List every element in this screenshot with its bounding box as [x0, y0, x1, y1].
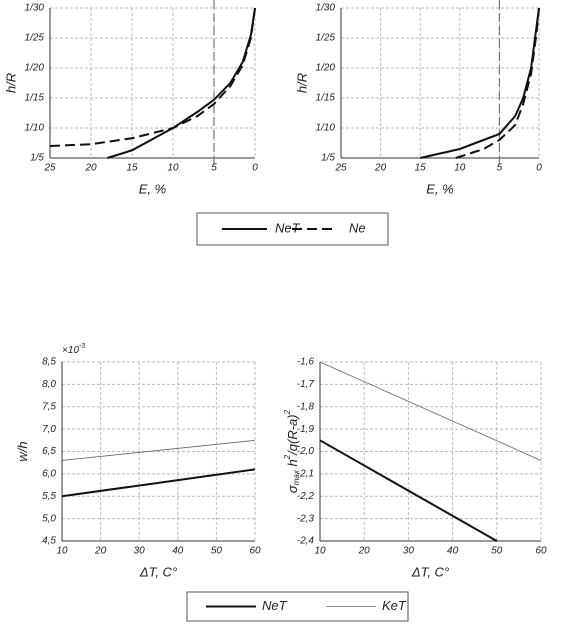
y-tick-label: 1/30 [316, 3, 336, 14]
x-tick-label: 0 [252, 163, 258, 174]
x-tick-label: 10 [56, 546, 68, 557]
y-tick-label: 1/20 [316, 63, 336, 74]
x-tick-label: 25 [43, 163, 56, 174]
y-axis-title: h/R [3, 73, 18, 93]
x-axis-title: ΔT, C° [139, 564, 177, 579]
x-axis-title: E, % [139, 181, 166, 196]
x-tick-label: 30 [403, 546, 415, 557]
x-tick-label: 60 [249, 546, 261, 557]
y-tick-label: 6,5 [42, 446, 56, 457]
y-tick-label: 8,0 [42, 379, 56, 390]
multiplier-exp: -3 [79, 343, 85, 350]
y-tick-label: -2,0 [297, 446, 315, 457]
y-tick-label: -1,7 [297, 379, 315, 390]
x-tick-label: 40 [447, 546, 459, 557]
y-axis-title-part: w/h [15, 441, 30, 461]
x-tick-label: 25 [334, 163, 347, 174]
y-tick-label: -1,6 [297, 357, 315, 368]
y-axis-title-part: /q(R-a) [285, 414, 300, 455]
series-line [419, 7, 540, 159]
y-tick-label: -1,8 [297, 401, 315, 412]
y-axis-title-part: h [285, 459, 300, 470]
series-line [319, 439, 498, 542]
y-axis-title-part: σ [285, 484, 300, 493]
x-tick-label: 60 [535, 546, 547, 557]
y-tick-label: 1/25 [316, 33, 336, 44]
series-line [319, 361, 542, 461]
y-tick-label: 8,5 [42, 357, 56, 368]
y-tick-label: 1/5 [30, 153, 44, 164]
y-tick-label: 1/25 [25, 33, 45, 44]
x-tick-label: 10 [454, 163, 466, 174]
y-tick-label: 1/10 [25, 123, 45, 134]
multiplier-base: ×10 [62, 345, 79, 356]
x-tick-label: 20 [374, 163, 387, 174]
x-tick-label: 0 [536, 163, 542, 174]
x-tick-label: 20 [358, 546, 371, 557]
legend-label: Ne [349, 220, 366, 235]
y-tick-label: 5,5 [42, 491, 56, 502]
y-axis-title: w/h [15, 441, 30, 461]
x-tick-label: 50 [211, 546, 223, 557]
x-tick-label: 5 [497, 163, 503, 174]
y-axis-title-part: 2 [283, 454, 292, 460]
y-tick-label: 7,0 [42, 424, 56, 435]
x-tick-label: 15 [126, 163, 138, 174]
y-tick-label: -1,9 [297, 424, 315, 435]
x-tick-label: 10 [314, 546, 326, 557]
x-tick-label: 40 [172, 546, 184, 557]
y-tick-label: -2,4 [297, 536, 315, 547]
legend-label: NeT [262, 598, 288, 613]
axis-multiplier: ×10-3 [62, 343, 85, 356]
x-tick-label: 5 [211, 163, 217, 174]
y-tick-label: 1/20 [25, 63, 45, 74]
series-line [61, 468, 256, 498]
y-tick-label: 1/10 [316, 123, 336, 134]
x-tick-label: 30 [134, 546, 146, 557]
y-axis-title: σmax h2/q(R-a)2 [283, 409, 301, 493]
x-tick-label: 10 [167, 163, 179, 174]
y-axis-title-part: max [292, 469, 301, 485]
legend-label: NeT [275, 220, 301, 235]
y-tick-label: 1/30 [25, 3, 45, 14]
y-tick-label: 1/5 [321, 153, 335, 164]
series-line [455, 7, 540, 159]
x-tick-label: 20 [94, 546, 107, 557]
y-tick-label: 1/15 [25, 93, 45, 104]
y-axis-title: h/R [294, 73, 309, 93]
x-axis-title: E, % [426, 181, 453, 196]
y-tick-label: 1/15 [316, 93, 336, 104]
y-tick-label: -2,2 [297, 491, 315, 502]
series-line [49, 7, 256, 148]
y-tick-label: 7,5 [42, 401, 56, 412]
x-axis-title: ΔT, C° [411, 564, 449, 579]
y-tick-label: 5,0 [42, 513, 56, 524]
x-tick-label: 15 [415, 163, 427, 174]
y-tick-label: 6,0 [42, 469, 56, 480]
y-tick-label: -2,1 [297, 469, 314, 480]
legend-label: KeT [382, 598, 407, 613]
series-line [61, 439, 256, 461]
y-axis-title-part: 2 [283, 409, 292, 415]
x-tick-label: 50 [491, 546, 503, 557]
y-tick-label: 4,5 [42, 536, 56, 547]
x-tick-label: 20 [84, 163, 97, 174]
y-tick-label: -2,3 [297, 513, 315, 524]
